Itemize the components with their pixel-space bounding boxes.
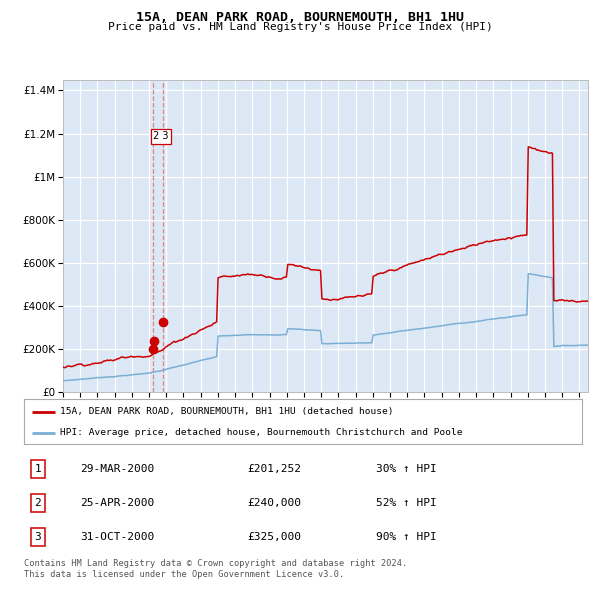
Text: 1: 1 [35,464,41,474]
Text: 2 3: 2 3 [153,132,169,142]
Text: 25-APR-2000: 25-APR-2000 [80,498,154,508]
Text: 3: 3 [35,532,41,542]
Text: Price paid vs. HM Land Registry's House Price Index (HPI): Price paid vs. HM Land Registry's House … [107,22,493,32]
Text: HPI: Average price, detached house, Bournemouth Christchurch and Poole: HPI: Average price, detached house, Bour… [60,428,463,437]
Text: £201,252: £201,252 [247,464,301,474]
Text: 30% ↑ HPI: 30% ↑ HPI [376,464,436,474]
Text: Contains HM Land Registry data © Crown copyright and database right 2024.
This d: Contains HM Land Registry data © Crown c… [24,559,407,579]
Text: 90% ↑ HPI: 90% ↑ HPI [376,532,436,542]
Text: 2: 2 [35,498,41,508]
Text: 29-MAR-2000: 29-MAR-2000 [80,464,154,474]
Text: £240,000: £240,000 [247,498,301,508]
Text: 52% ↑ HPI: 52% ↑ HPI [376,498,436,508]
Text: 31-OCT-2000: 31-OCT-2000 [80,532,154,542]
Text: 15A, DEAN PARK ROAD, BOURNEMOUTH, BH1 1HU (detached house): 15A, DEAN PARK ROAD, BOURNEMOUTH, BH1 1H… [60,407,394,417]
Text: £325,000: £325,000 [247,532,301,542]
Text: 15A, DEAN PARK ROAD, BOURNEMOUTH, BH1 1HU: 15A, DEAN PARK ROAD, BOURNEMOUTH, BH1 1H… [136,11,464,24]
